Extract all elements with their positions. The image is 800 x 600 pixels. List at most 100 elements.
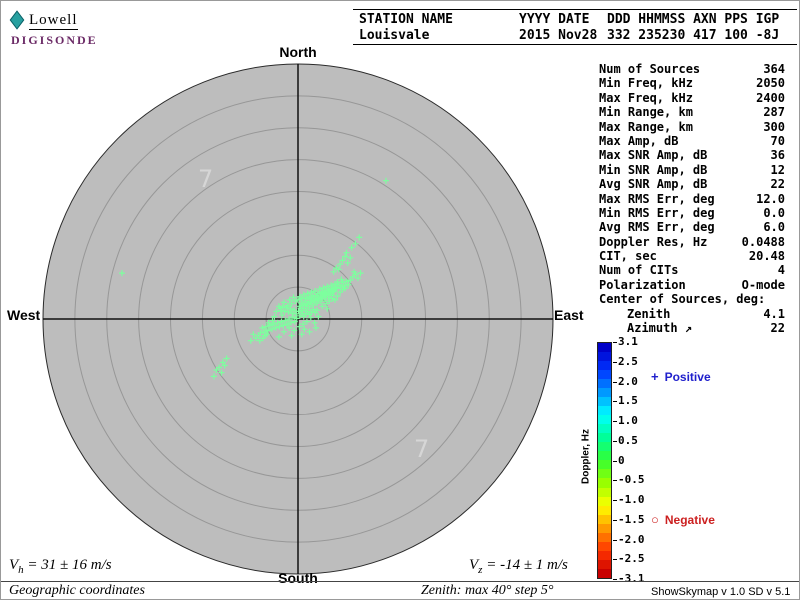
- legend-positive: + Positive: [651, 369, 711, 384]
- header-value-date: 2015 Nov28: [519, 28, 598, 43]
- vertical-velocity: Vz = -14 ± 1 m/s: [469, 557, 568, 576]
- stats-row: Min Range, km 287: [599, 105, 785, 119]
- stat-value: 70: [770, 133, 785, 148]
- colorbar-tick: [613, 342, 617, 343]
- colorbar-tick: [613, 381, 617, 383]
- colorbar-segment: [598, 478, 611, 488]
- colorbar-tick: [613, 401, 617, 403]
- coordinates-mode-label: Geographic coordinates: [9, 583, 145, 598]
- stat-label: Max Amp, dB: [599, 133, 679, 148]
- colorbar-tick: [613, 361, 617, 363]
- stat-value: 22: [770, 321, 785, 336]
- colorbar-tick-label: 0.5: [618, 433, 638, 447]
- stats-row: Num of Sources 364: [599, 62, 785, 76]
- stat-value: 2050: [756, 76, 785, 91]
- source-statistics-panel: Num of Sources 364 Min Freq, kHz 2050 Max Fr…: [599, 62, 785, 335]
- colorbar-segment: [598, 514, 611, 524]
- stat-label: Min Range, km: [599, 105, 693, 120]
- stat-label: Doppler Res, Hz: [599, 234, 708, 249]
- stat-value: 6.0: [763, 220, 785, 235]
- colorbar-segment: [598, 442, 611, 452]
- colorbar-tick-label: -3.1: [618, 572, 645, 585]
- colorbar-title: Doppler, Hz: [580, 429, 592, 485]
- stat-value: 0.0: [763, 205, 785, 220]
- colorbar-segment: [598, 406, 611, 416]
- stat-label: Avg RMS Err, deg: [599, 220, 715, 235]
- colorbar-segment: [598, 550, 611, 560]
- stats-row: Polarization O-mode: [599, 278, 785, 292]
- colorbar-segment: [598, 505, 611, 515]
- stats-row: Min Freq, kHz 2050: [599, 76, 785, 90]
- stat-label: Max RMS Err, deg: [599, 191, 715, 206]
- colorbar-tick-label: -0.5: [618, 473, 645, 487]
- watermark-glyph: 7: [414, 435, 429, 463]
- logo-company: Lowell: [29, 12, 78, 30]
- zenith-range-note: Zenith: max 40° step 5°: [421, 583, 554, 598]
- stats-row: Max Range, km 300: [599, 120, 785, 134]
- stat-value: O-mode: [741, 277, 785, 292]
- header-value-station: Louisvale: [359, 28, 430, 43]
- colorbar-tick: [613, 421, 617, 422]
- colorbar-segment: [598, 379, 611, 389]
- plus-marker-icon: +: [651, 369, 659, 384]
- colorbar-segment: [598, 388, 611, 398]
- colorbar-segment: [598, 496, 611, 506]
- stats-row: Max Amp, dB 70: [599, 134, 785, 148]
- colorbar-tick-label: -2.0: [618, 532, 645, 546]
- colorbar-segment: [598, 352, 611, 362]
- stat-value: 22: [770, 177, 785, 192]
- stats-row: Min RMS Err, deg 0.0: [599, 206, 785, 220]
- stat-value: 4.1: [763, 306, 785, 321]
- stat-label: Min RMS Err, deg: [599, 205, 715, 220]
- colorbar-segment: [598, 397, 611, 407]
- colorbar-tick-label: 3.1: [618, 335, 638, 348]
- stat-value: 364: [763, 62, 785, 76]
- colorbar-tick-label: 0: [618, 453, 625, 467]
- colorbar-tick-label: -2.5: [618, 552, 645, 566]
- app-version-label: ShowSkymap v 1.0 SD v 5.1: [651, 586, 791, 598]
- stat-label: Num of CITs: [599, 263, 679, 278]
- colorbar-tick-label: 2.0: [618, 374, 638, 388]
- stat-value: 0.0488: [741, 234, 785, 249]
- stats-row: Avg RMS Err, deg 6.0: [599, 220, 785, 234]
- stat-label: Num of Sources: [599, 62, 701, 76]
- stats-row: Max RMS Err, deg 12.0: [599, 192, 785, 206]
- colorbar-tick: [613, 559, 617, 561]
- colorbar-segment: [598, 532, 611, 542]
- colorbar-segment: [598, 424, 611, 434]
- stat-value: 20.48: [748, 249, 785, 264]
- stats-row: CIT, sec 20.48: [599, 249, 785, 263]
- colorbar-segment: [598, 487, 611, 497]
- colorbar-tick-label: -1.0: [618, 493, 645, 506]
- stat-label: Max SNR Amp, dB: [599, 148, 708, 163]
- colorbar-tick: [613, 539, 617, 541]
- colorbar-segment: [598, 370, 611, 380]
- compass-east: East: [554, 307, 584, 323]
- stat-value: 12.0: [756, 191, 785, 206]
- colorbar-segment: [598, 460, 611, 470]
- stats-row: Avg SNR Amp, dB 22: [599, 177, 785, 191]
- legend-positive-label: Positive: [664, 370, 711, 384]
- stat-label: Azimuth ↗: [627, 321, 693, 336]
- stat-label: Max Range, km: [599, 119, 693, 134]
- header-label-codes: DDD HHMMSS AXN PPS IGP: [607, 12, 780, 27]
- footer-rule: [1, 581, 799, 582]
- stat-value: 287: [763, 105, 785, 120]
- colorbar-segment: [598, 559, 611, 569]
- stat-label: Polarization: [599, 277, 686, 292]
- colorbar-segment: [598, 361, 611, 371]
- stat-label: Min Freq, kHz: [599, 76, 693, 91]
- stat-label: Zenith: [627, 306, 671, 321]
- stats-row: Zenith 4.1: [599, 307, 785, 321]
- stat-label: Min SNR Amp, dB: [599, 162, 708, 177]
- logo-product: DIGISONDE: [11, 33, 98, 47]
- compass-south: South: [278, 570, 318, 586]
- horizontal-velocity: Vh = 31 ± 16 m/s: [9, 557, 112, 576]
- logo-diamond-icon: [9, 9, 25, 30]
- stat-label: Avg SNR Amp, dB: [599, 177, 708, 192]
- header-label-station: STATION NAME: [359, 12, 453, 27]
- colorbar-segment: [598, 523, 611, 533]
- stats-row: Min SNR Amp, dB 12: [599, 163, 785, 177]
- stat-value: 300: [763, 119, 785, 134]
